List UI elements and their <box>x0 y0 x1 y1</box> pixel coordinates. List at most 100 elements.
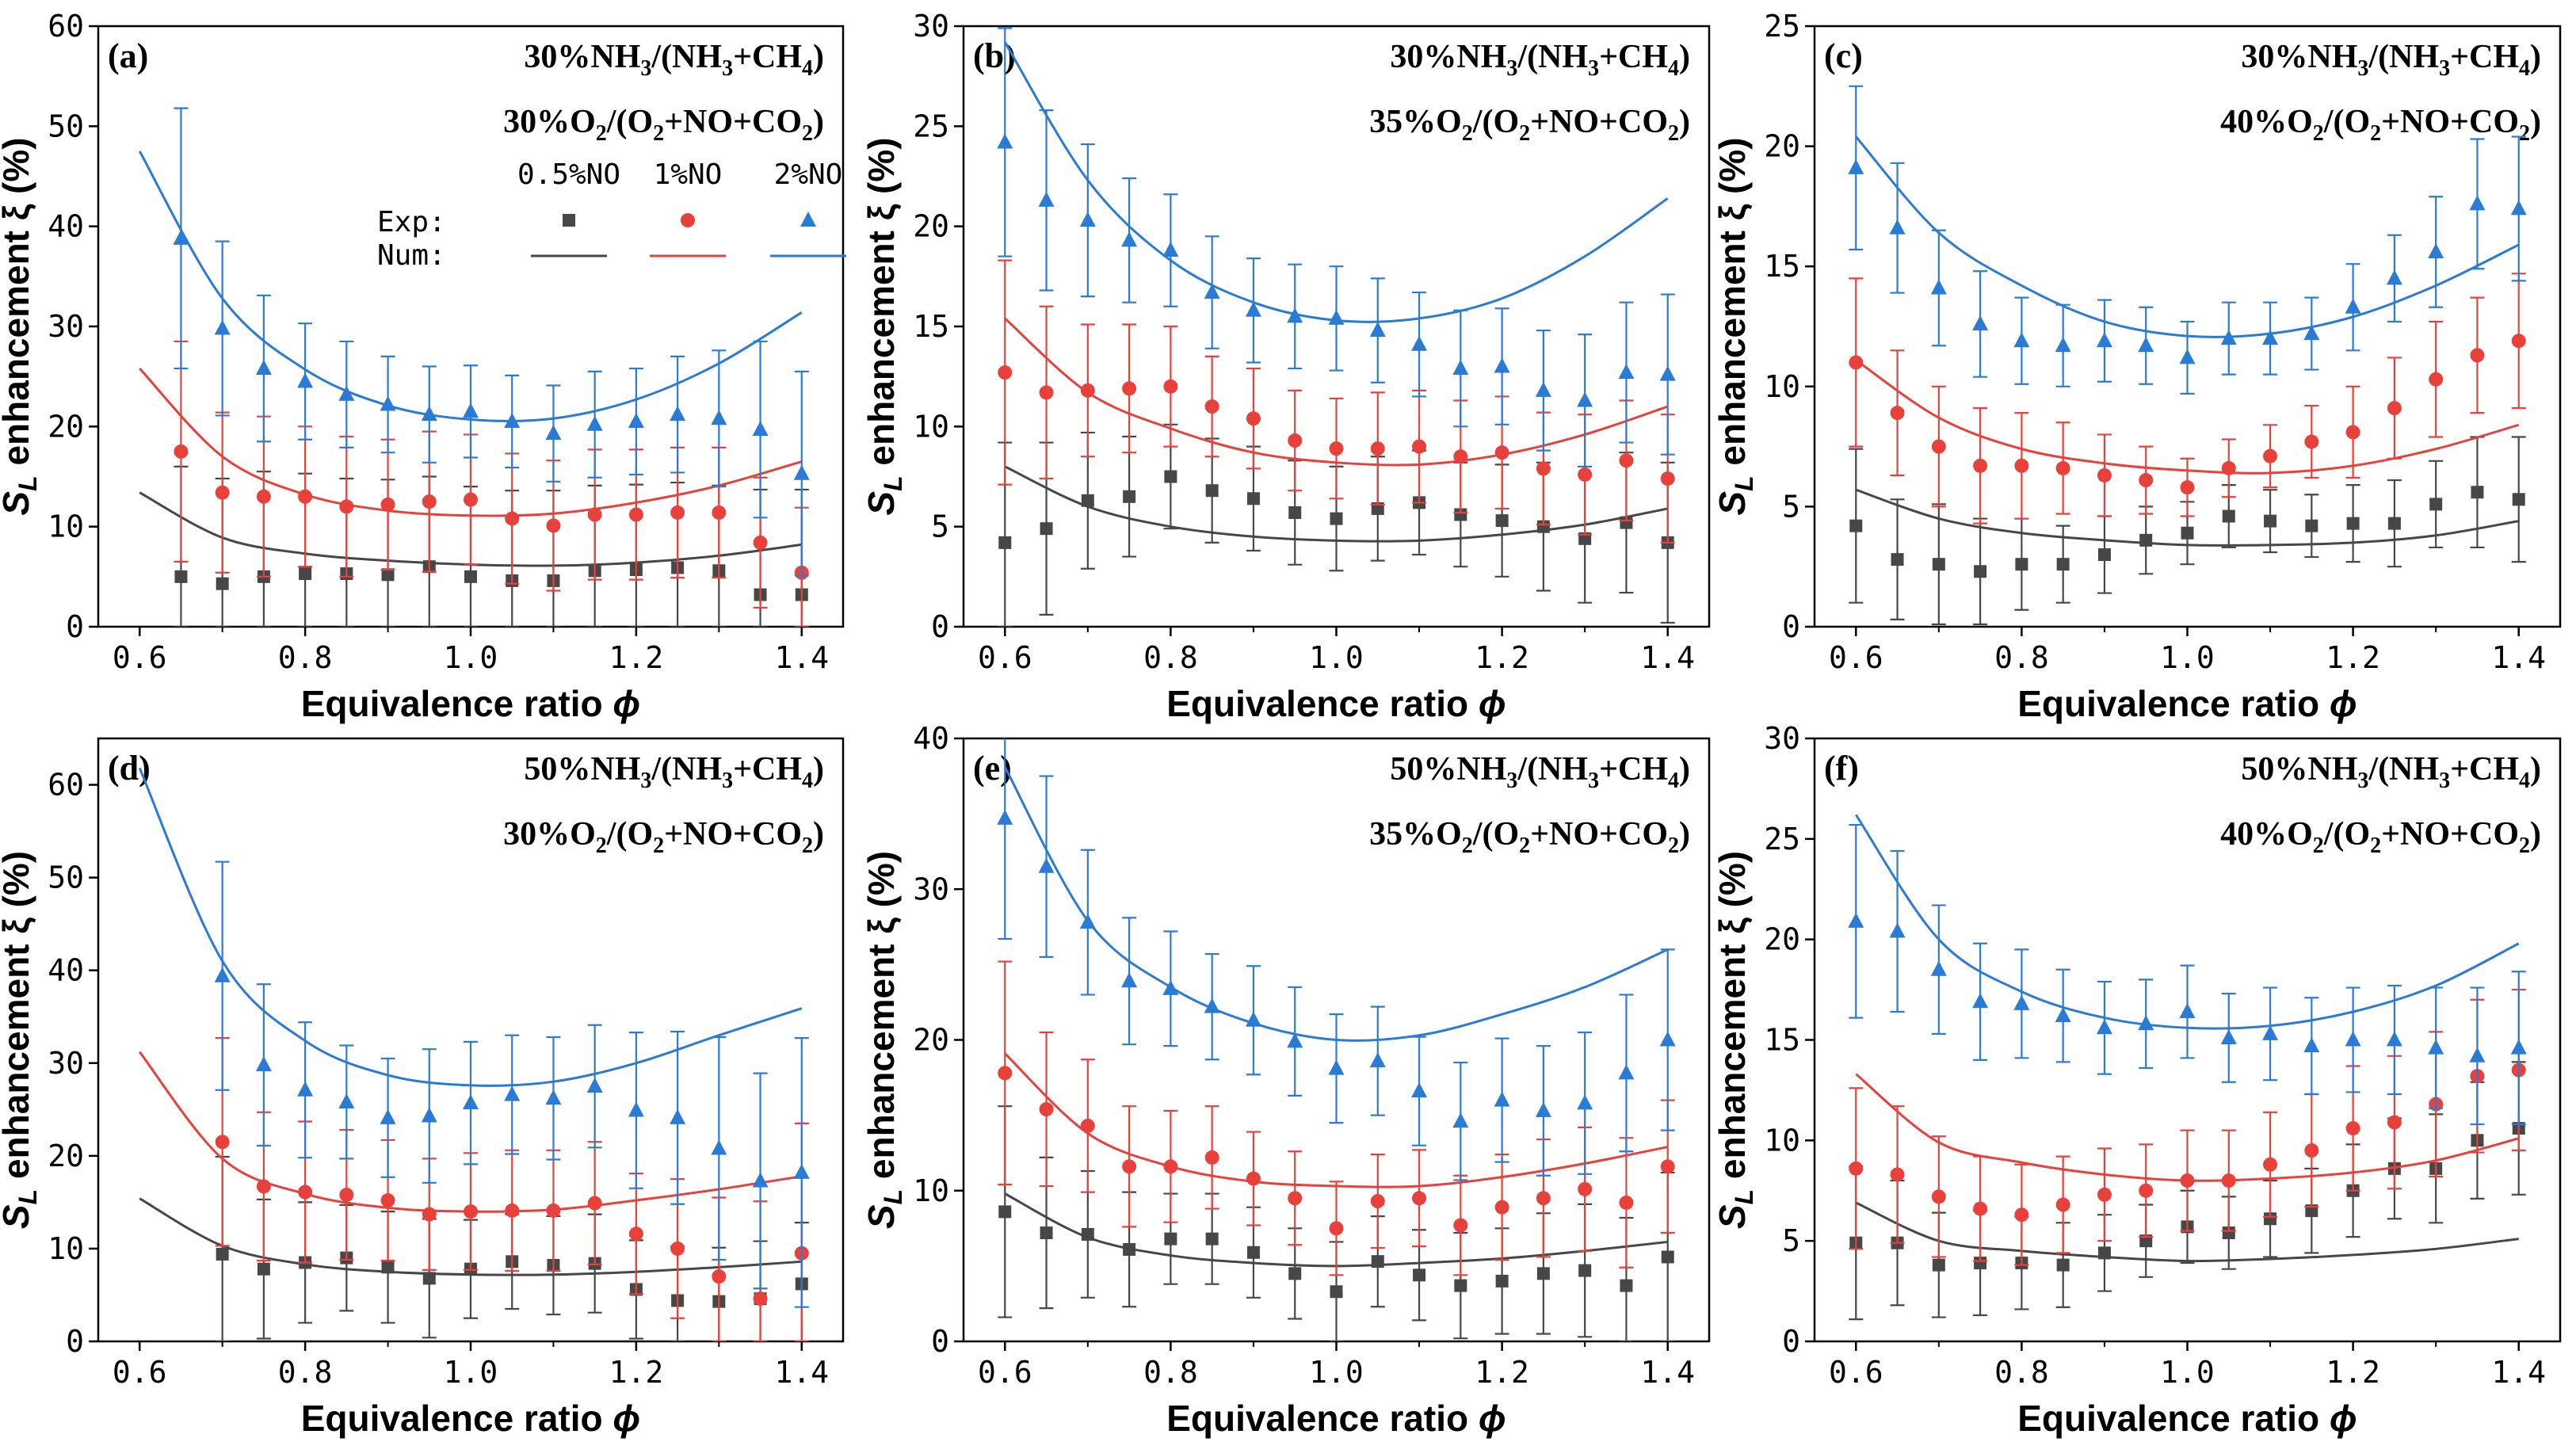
exp-point <box>997 809 1013 825</box>
annotation-subscript: 3 <box>2357 56 2368 81</box>
annotation-text: +CH <box>1599 751 1668 788</box>
annotation-subscript: 2 <box>1462 834 1473 858</box>
exp-point <box>464 492 478 507</box>
x-axis-title-text: Equivalence ratio <box>1166 683 1479 724</box>
exp-point <box>422 494 437 509</box>
exp-point <box>1411 1082 1428 1098</box>
y-tick-label: 5 <box>1782 1223 1800 1258</box>
annotation-subscript: 2 <box>2370 834 2381 858</box>
annotation-text: 50%NH <box>1390 751 1506 788</box>
annotation-text: ) <box>1679 39 1690 75</box>
exp-point <box>1038 857 1055 873</box>
exp-point <box>1162 979 1179 995</box>
panel-e: 0 10 20 30 40 0.6 0.8 1.0 1.2 1.4 Equivalence rati… <box>861 721 1711 1439</box>
annotation-text: ) <box>2530 39 2541 75</box>
exp-point <box>712 505 727 520</box>
annotation-text: 30%NH <box>2241 39 2357 75</box>
y-axis-title-text: enhancement ξ (%) <box>861 137 902 475</box>
condition-annotation: 30%O2/(O2+NO+CO2) <box>503 816 824 858</box>
y-tick-label: 40 <box>913 721 949 756</box>
exp-point <box>2510 1039 2527 1055</box>
y-tick-label: 10 <box>913 1173 949 1208</box>
annotation-text: ) <box>813 104 824 140</box>
series-2%NO <box>138 767 810 1308</box>
plot-data <box>1848 85 2527 626</box>
series-1%NO <box>139 1037 809 1341</box>
panel-label: (b) <box>973 36 1016 75</box>
exp-point <box>1330 512 1343 525</box>
exp-point <box>546 518 561 533</box>
exp-point <box>1848 912 1864 928</box>
exp-point <box>381 568 395 582</box>
exp-point <box>1931 1189 1946 1204</box>
exp-point <box>1122 1159 1137 1174</box>
exp-point <box>1040 522 1053 536</box>
exp-point <box>2138 337 2154 353</box>
exp-point <box>422 1272 436 1285</box>
exp-point <box>1328 1059 1345 1075</box>
series-2%NO <box>997 27 1676 467</box>
y-tick-label: 25 <box>1764 9 1800 44</box>
series-2%NO <box>1848 814 2527 1126</box>
exp-point <box>2469 195 2486 211</box>
legend-series-label: 2%NO <box>774 158 843 191</box>
exp-point <box>256 489 271 504</box>
annotation-text: 40%O <box>2220 104 2313 140</box>
exp-point <box>2510 200 2527 216</box>
y-axis-title: SL enhancement ξ (%) <box>0 851 42 1229</box>
exp-point <box>1536 1267 1550 1280</box>
annotation-text: +CH <box>733 751 802 788</box>
annotation-text: /(O <box>1472 816 1519 853</box>
exp-point <box>255 1056 272 1072</box>
annotation-text: /(NH <box>1517 39 1588 75</box>
annotation-subscript: 2 <box>2313 834 2324 858</box>
exp-point <box>1932 1258 1945 1272</box>
exp-point <box>998 1066 1013 1081</box>
x-tick-label: 0.8 <box>1143 1355 1198 1390</box>
annotation-subscript: 4 <box>1668 56 1679 81</box>
y-axis-title-symbol: S <box>861 491 902 516</box>
annotation-subscript: 2 <box>1668 834 1679 858</box>
exp-point <box>752 421 769 437</box>
exp-point <box>1536 461 1551 476</box>
exp-point <box>1038 191 1055 207</box>
x-axis-title: Equivalence ratio ϕ <box>2017 683 2357 724</box>
y-axis-title: SL enhancement ξ (%) <box>861 137 907 515</box>
annotation-subscript: 2 <box>596 121 607 146</box>
y-tick-label: 15 <box>1764 1023 1800 1058</box>
panel-d: 0 10 20 30 40 50 60 0.6 0.8 1.0 1.2 1.4 Equivalence … <box>0 737 845 1439</box>
exp-point <box>174 570 188 583</box>
exp-point <box>1080 1118 1095 1133</box>
exp-point <box>1849 355 1864 370</box>
legend-exp-label: Exp: <box>377 206 446 238</box>
annotation-text: /(O <box>1472 104 1519 140</box>
exp-point <box>421 1107 437 1123</box>
panel-label: (d) <box>108 749 151 788</box>
exp-point <box>670 406 686 422</box>
annotation-subscript: 2 <box>2313 121 2324 146</box>
exp-point <box>1288 505 1302 519</box>
exp-point <box>1369 1052 1386 1068</box>
y-tick-label: 15 <box>913 309 949 344</box>
exp-point <box>753 1291 768 1307</box>
exp-point <box>298 489 313 504</box>
exp-point <box>2139 533 2153 547</box>
condition-annotation: 50%NH3/(NH3+CH4) <box>2241 751 2541 793</box>
exp-point <box>2429 498 2443 511</box>
exp-point <box>711 1139 727 1155</box>
exp-point <box>793 464 810 480</box>
annotation-subscript: 2 <box>596 834 607 858</box>
exp-point <box>2139 1183 2154 1198</box>
y-tick-label: 60 <box>48 9 84 44</box>
exp-point <box>586 1078 603 1093</box>
series-0.5%NO <box>1849 436 2526 626</box>
annotation-subscript: 3 <box>1506 769 1517 793</box>
exp-point <box>2056 558 2070 571</box>
exp-point <box>464 570 477 583</box>
exp-point <box>1412 439 1427 454</box>
x-axis-title-symbol: ϕ <box>1479 683 1506 724</box>
exp-point <box>1619 1195 1634 1210</box>
y-tick-label: 0 <box>1782 609 1800 644</box>
exp-point <box>2346 517 2360 530</box>
